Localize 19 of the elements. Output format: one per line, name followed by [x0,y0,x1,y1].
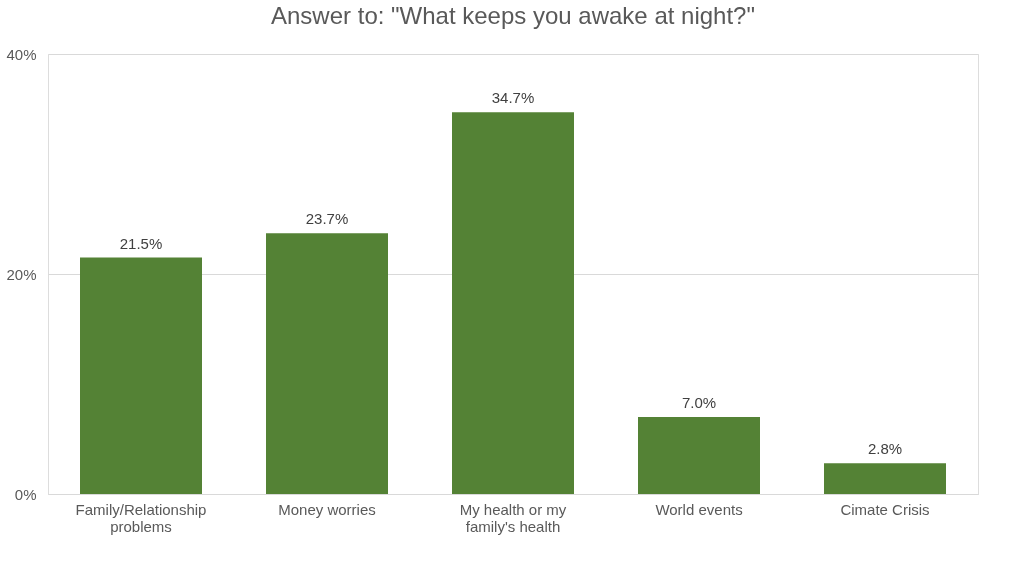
data-label: 23.7% [305,210,349,228]
data-label: 21.5% [119,234,163,252]
y-tick-label: 40% [6,45,37,63]
y-tick-label: 0% [14,485,37,503]
y-tick-label: 20% [6,265,37,283]
data-label: 7.0% [681,394,717,411]
chart-title: Answer to: "What keeps you awake at night?" [271,2,755,29]
bar [266,233,388,494]
bar [80,257,202,494]
bar [638,417,760,494]
bar [452,112,574,494]
x-tick-label: Family/Relationship problems [75,500,207,535]
x-tick-label: Money worries [278,500,376,518]
data-label: 2.8% [867,440,903,458]
x-tick-label: World events [655,500,743,518]
x-tick-label: Cimate Crisis [840,500,930,518]
data-label: 34.7% [491,89,535,107]
x-tick-label: My health or my family's health [459,500,567,535]
bar [824,463,946,494]
